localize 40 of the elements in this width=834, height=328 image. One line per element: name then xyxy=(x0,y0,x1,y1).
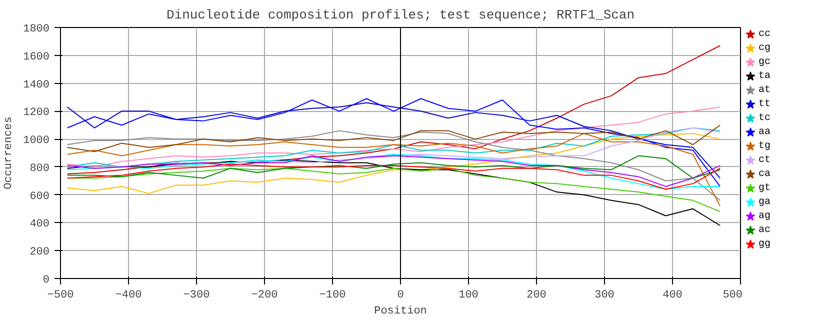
legend-label: gc xyxy=(758,57,771,68)
x-tick-label: 400 xyxy=(662,290,682,302)
legend-label: ac xyxy=(758,225,771,236)
legend-label: ca xyxy=(758,169,771,180)
legend-label: at xyxy=(758,85,771,96)
y-tick-label: 800 xyxy=(30,162,50,175)
x-tick-label: −200 xyxy=(251,290,278,302)
y-axis-title: Occurrences xyxy=(3,116,16,190)
y-tick-label: 1400 xyxy=(23,79,50,92)
y-tick-label: 1200 xyxy=(23,107,50,120)
x-tick-label: 0 xyxy=(397,290,404,302)
legend-label: aa xyxy=(758,127,771,138)
legend-label: gg xyxy=(758,239,771,250)
legend-label: tg xyxy=(758,141,771,152)
legend-label: ta xyxy=(758,71,771,82)
legend-label: cg xyxy=(758,43,771,54)
y-tick-label: 1600 xyxy=(23,51,50,64)
legend-label: ag xyxy=(758,211,771,222)
x-tick-label: −300 xyxy=(183,290,210,302)
y-tick-label: 0 xyxy=(42,274,50,286)
legend-label: ga xyxy=(758,197,771,208)
y-tick-label: 1000 xyxy=(23,135,50,148)
legend-label: gt xyxy=(758,183,771,194)
chart-title: Dinucleotide composition profiles; test sequence; RRTF1_Scan xyxy=(166,8,635,22)
y-tick-label: 600 xyxy=(30,190,50,203)
y-tick-label: 200 xyxy=(30,246,50,259)
legend-label: tt xyxy=(758,99,771,110)
x-tick-label: 200 xyxy=(526,290,546,302)
x-tick-label: 300 xyxy=(594,290,614,302)
x-tick-label: 100 xyxy=(458,290,478,302)
x-tick-label: −400 xyxy=(115,290,142,302)
x-tick-label: −500 xyxy=(47,290,74,302)
x-tick-label: −100 xyxy=(319,290,346,302)
x-tick-label: 500 xyxy=(722,290,743,302)
legend-label: tc xyxy=(758,113,771,124)
y-tick-label: 1800 xyxy=(23,24,50,36)
y-tick-label: 400 xyxy=(30,218,50,231)
legend-label: ct xyxy=(758,155,771,166)
x-axis-title: Position xyxy=(374,306,427,318)
legend-label: cc xyxy=(758,29,771,40)
